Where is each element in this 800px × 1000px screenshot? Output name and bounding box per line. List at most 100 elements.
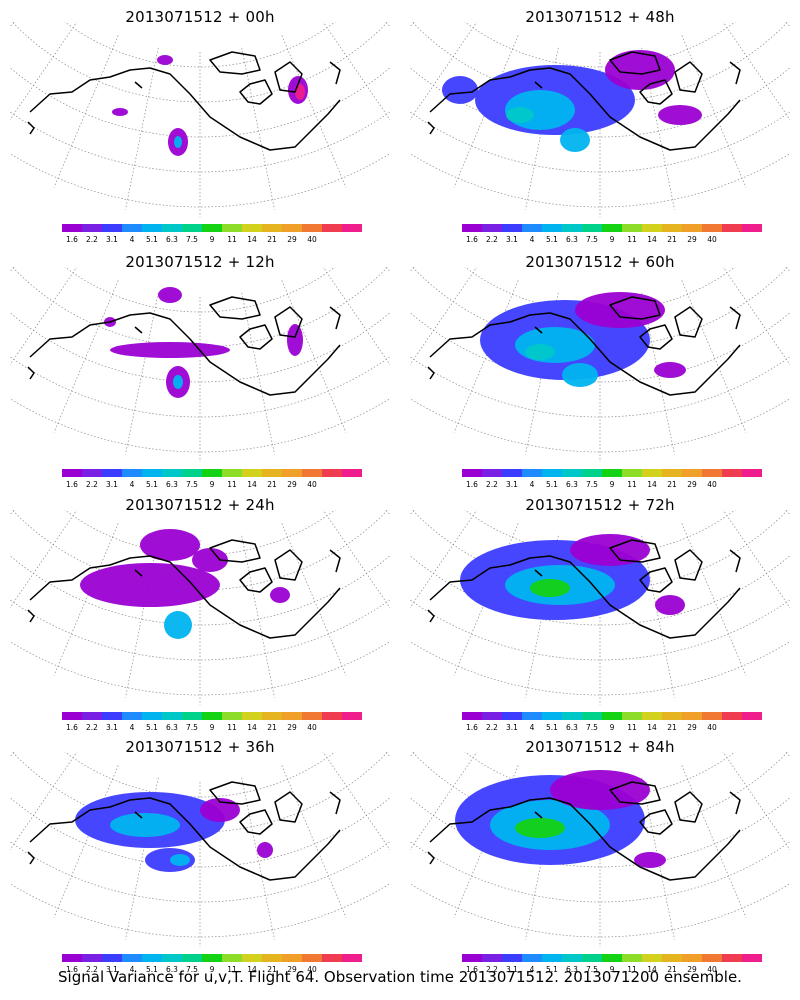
- colorbar-tick-label: 2.2: [486, 480, 498, 489]
- colorbar-swatch: [222, 712, 242, 720]
- colorbar-swatch: [622, 954, 642, 962]
- variance-contour: [658, 105, 702, 125]
- coastline: [27, 296, 341, 396]
- colorbar-swatch: [102, 954, 122, 962]
- colorbar-tick-label: 21: [667, 480, 677, 489]
- colorbar-swatch: [542, 712, 562, 720]
- colorbar-tick-label: 5.1: [546, 235, 558, 244]
- variance-field: [480, 292, 686, 387]
- colorbar-tick-label: 14: [247, 480, 257, 489]
- colorbar-swatch: [182, 469, 202, 477]
- colorbar-tick-label: 14: [647, 965, 657, 974]
- coastline: [27, 51, 341, 151]
- variance-contour: [575, 292, 665, 328]
- colorbar-tick-label: 11: [627, 965, 637, 974]
- coastline: [27, 781, 341, 881]
- colorbar-tick-label: 14: [247, 965, 257, 974]
- colorbar-tick-label: 1.6: [66, 235, 78, 244]
- colorbar-swatch: [702, 712, 722, 720]
- map-panel: 2013071512 + 00h 1.6 2.2 3.1 4 5.1 6.3 7.5 9 11 14…: [0, 0, 400, 245]
- colorbar-tick-label: 29: [687, 480, 697, 489]
- colorbar-swatch: [162, 224, 182, 232]
- colorbar-tick-label: 2.2: [86, 965, 98, 974]
- colorbar-tick-label: 2.2: [86, 235, 98, 244]
- colorbar-swatch: [342, 712, 362, 720]
- map-panel: 2013071512 + 24h 1.6 2.2 3.1 4 5.1 6.3 7.5 9 11 14…: [0, 488, 400, 733]
- colorbar-swatch: [482, 712, 502, 720]
- colorbar-swatch: [282, 224, 302, 232]
- colorbar-tick-label: 6.3: [566, 480, 578, 489]
- coastline: [427, 781, 741, 881]
- colorbar-swatch: [502, 712, 522, 720]
- graticule: [10, 22, 390, 217]
- variance-field: [455, 770, 666, 868]
- colorbar-tick-label: 5.1: [546, 480, 558, 489]
- colorbar: [62, 954, 362, 962]
- colorbar-swatch: [142, 469, 162, 477]
- colorbar-ticks: 1.6 2.2 3.1 4 5.1 6.3 7.5 9 11 14 21 29 40: [452, 480, 772, 490]
- colorbar-tick-label: 4: [529, 723, 535, 732]
- colorbar-swatch: [62, 469, 82, 477]
- colorbar-tick-label: 9: [209, 965, 215, 974]
- colorbar-tick-label: 9: [609, 235, 615, 244]
- colorbar-swatch: [462, 224, 482, 232]
- colorbar-tick-label: 21: [667, 723, 677, 732]
- colorbar-swatch: [662, 224, 682, 232]
- colorbar-tick-label: 21: [267, 235, 277, 244]
- variance-contour: [515, 818, 565, 838]
- colorbar-swatch: [262, 712, 282, 720]
- variance-contour: [170, 854, 190, 866]
- colorbar-tick-label: 4: [129, 965, 135, 974]
- variance-field: [442, 50, 702, 152]
- polar-map: [410, 510, 790, 705]
- colorbar-tick-label: 2.2: [86, 480, 98, 489]
- colorbar-swatch: [242, 954, 262, 962]
- variance-contour: [164, 611, 192, 639]
- colorbar-tick-label: 11: [227, 235, 237, 244]
- colorbar-swatch: [502, 954, 522, 962]
- colorbar-tick-label: 6.3: [166, 480, 178, 489]
- colorbar-tick-label: 2.2: [486, 235, 498, 244]
- colorbar-swatch: [342, 954, 362, 962]
- polar-map: [410, 22, 790, 217]
- variance-contour: [192, 548, 228, 572]
- variance-contour: [257, 842, 273, 858]
- colorbar-tick-label: 40: [707, 480, 717, 489]
- colorbar-swatch: [202, 712, 222, 720]
- colorbar-ticks: 1.6 2.2 3.1 4 5.1 6.3 7.5 9 11 14 21 29 40: [52, 480, 372, 490]
- colorbar-tick-label: 3.1: [106, 965, 118, 974]
- colorbar-swatch: [722, 954, 742, 962]
- coastline: [427, 539, 741, 639]
- colorbar-swatch: [602, 224, 622, 232]
- colorbar-swatch: [502, 224, 522, 232]
- colorbar-tick-label: 7.5: [186, 723, 198, 732]
- colorbar-swatch: [742, 954, 762, 962]
- panel-title: 2013071512 + 24h: [125, 496, 275, 514]
- variance-contour: [270, 587, 290, 603]
- colorbar-tick-label: 7.5: [586, 235, 598, 244]
- colorbar-tick-label: 11: [627, 480, 637, 489]
- colorbar-swatch: [582, 954, 602, 962]
- colorbar-tick-label: 29: [687, 965, 697, 974]
- colorbar-tick-label: 29: [687, 235, 697, 244]
- variance-contour: [110, 813, 180, 837]
- colorbar-swatch: [162, 712, 182, 720]
- colorbar-tick-label: 5.1: [146, 235, 158, 244]
- colorbar-tick-label: 3.1: [506, 723, 518, 732]
- colorbar-tick-label: 3.1: [506, 480, 518, 489]
- colorbar-tick-label: 6.3: [166, 235, 178, 244]
- colorbar-swatch: [522, 954, 542, 962]
- colorbar-swatch: [102, 469, 122, 477]
- colorbar-swatch: [202, 469, 222, 477]
- colorbar-swatch: [582, 224, 602, 232]
- colorbar-tick-label: 14: [647, 723, 657, 732]
- colorbar-swatch: [502, 469, 522, 477]
- colorbar-tick-label: 7.5: [186, 480, 198, 489]
- colorbar-tick-label: 9: [609, 480, 615, 489]
- colorbar-tick-label: 6.3: [166, 965, 178, 974]
- variance-field: [460, 534, 685, 620]
- colorbar-tick-label: 6.3: [566, 235, 578, 244]
- colorbar-swatch: [62, 954, 82, 962]
- colorbar-swatch: [642, 954, 662, 962]
- colorbar-tick-label: 7.5: [586, 965, 598, 974]
